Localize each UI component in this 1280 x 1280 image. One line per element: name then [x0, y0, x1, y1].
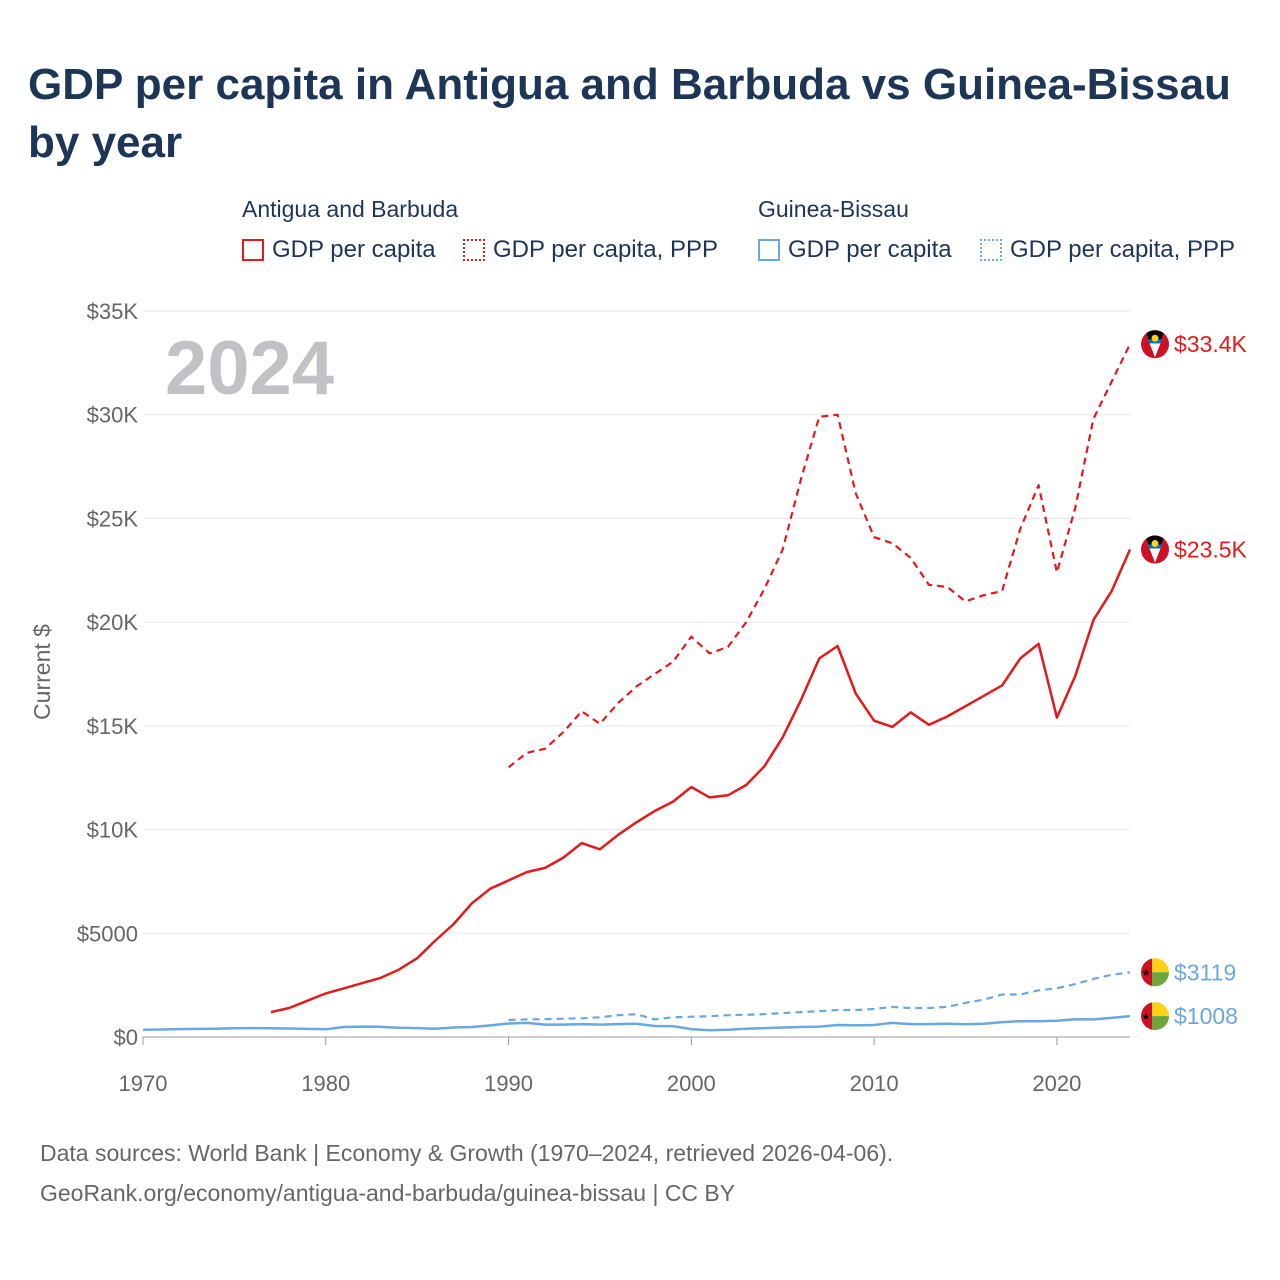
legend-group-antigua-title: Antigua and Barbuda — [242, 196, 459, 222]
y-tick-label: $5000 — [77, 921, 138, 946]
series-line-guinea-solid — [142, 1014, 1131, 1032]
x-tick-label: 2000 — [667, 1071, 716, 1096]
x-tick-label: 1990 — [484, 1071, 533, 1096]
source-line-2[interactable]: GeoRank.org/economy/antigua-and-barbuda/… — [40, 1180, 736, 1206]
legend-swatch-dotted-icon — [980, 239, 1002, 261]
legend-swatch-dotted-icon — [463, 239, 485, 261]
y-tick-label: $0 — [114, 1025, 138, 1050]
y-tick-label: $35K — [87, 299, 139, 324]
y-tick-label: $25K — [87, 506, 139, 531]
guinea-bissau-flag-icon — [1141, 958, 1169, 987]
series-line-antigua-dashed — [507, 343, 1131, 769]
end-value-label: $23.5K — [1174, 537, 1248, 563]
y-tick-label: $15K — [87, 714, 139, 739]
legend-item-guinea-gdp-ppp[interactable]: GDP per capita, PPP — [980, 236, 1235, 264]
antigua-flag-icon — [1141, 535, 1169, 564]
legend-item-antigua-gdp-ppp[interactable]: GDP per capita, PPP — [463, 236, 718, 264]
x-tick-label: 1970 — [119, 1071, 168, 1096]
legend-group-guinea-title: Guinea-Bissau — [758, 196, 909, 222]
year-label: 2024 — [165, 326, 334, 411]
source-line-1: Data sources: World Bank | Economy & Gro… — [40, 1140, 894, 1166]
legend-label: GDP per capita — [788, 236, 952, 263]
legend-label: GDP per capita, PPP — [493, 236, 718, 263]
antigua-flag-icon — [1141, 330, 1169, 359]
guinea-bissau-flag-icon — [1141, 1002, 1169, 1031]
end-value-label: $1008 — [1174, 1003, 1238, 1029]
y-tick-label: $20K — [87, 610, 139, 635]
y-axis-label: Current $ — [29, 624, 55, 720]
end-value-label: $33.4K — [1174, 331, 1248, 357]
legend-label: GDP per capita, PPP — [1010, 236, 1235, 263]
end-value-label: $3119 — [1174, 959, 1236, 985]
y-tick-label: $10K — [87, 818, 139, 843]
y-tick-label: $30K — [87, 403, 139, 428]
series-line-guinea-dashed — [508, 971, 1131, 1022]
x-tick-label: 2010 — [850, 1071, 899, 1096]
chart-title: GDP per capita in Antigua and Barbuda vs… — [28, 60, 1231, 167]
x-tick-label: 1980 — [301, 1071, 350, 1096]
series-line-antigua-solid — [270, 548, 1132, 1014]
legend-item-antigua-gdp[interactable]: GDP per capita — [242, 236, 436, 264]
legend-item-guinea-gdp[interactable]: GDP per capita — [758, 236, 952, 264]
x-tick-label: 2020 — [1032, 1071, 1081, 1096]
legend-swatch-solid-icon — [242, 239, 264, 261]
legend-swatch-solid-icon — [758, 239, 780, 261]
legend-label: GDP per capita — [272, 236, 436, 263]
